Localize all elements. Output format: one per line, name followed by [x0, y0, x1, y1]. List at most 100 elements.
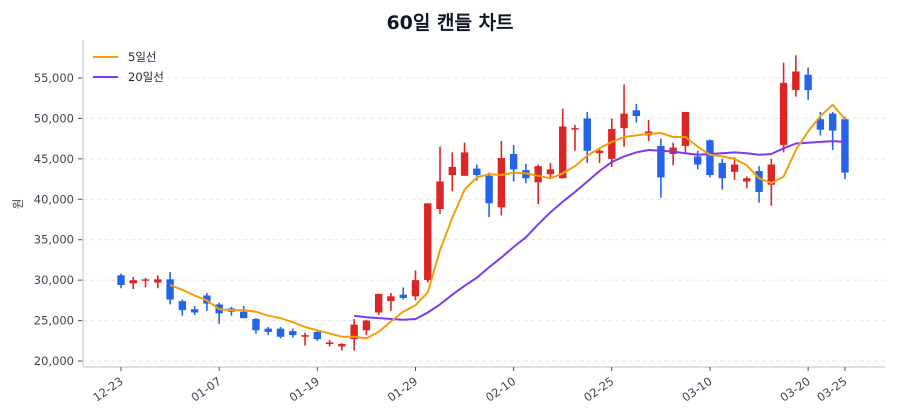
candle-body	[608, 128, 616, 159]
x-tick-label: 02-25	[581, 374, 616, 405]
candle-up	[374, 293, 383, 315]
candle-body	[583, 118, 591, 151]
candle-up	[325, 339, 334, 347]
candle-body	[546, 169, 555, 175]
candle-up	[546, 162, 555, 180]
candle-body	[595, 150, 604, 154]
candles	[117, 55, 849, 351]
candle-up	[129, 276, 137, 290]
candle-up	[792, 55, 800, 97]
candle-up	[448, 152, 456, 192]
candle-body	[792, 71, 800, 91]
candle-body	[436, 181, 444, 209]
candle-body	[706, 140, 714, 176]
candle-body	[804, 74, 812, 91]
candle-down	[227, 306, 236, 316]
candle-body	[767, 164, 776, 185]
candle-body	[841, 119, 849, 173]
candle-up	[669, 142, 677, 166]
candle-up	[387, 293, 395, 311]
moving-averages	[169, 103, 846, 340]
candle-body	[816, 119, 825, 130]
candle-up	[571, 124, 579, 151]
candle-down	[632, 103, 641, 123]
candle-up	[338, 343, 346, 351]
candle-body	[534, 166, 542, 183]
candle-body	[509, 153, 518, 170]
candle-body	[374, 293, 383, 313]
candle-body	[154, 279, 162, 283]
candle-down	[399, 287, 407, 300]
candle-body	[289, 331, 297, 336]
candle-down	[583, 111, 591, 163]
y-tick-label: 25,000	[34, 314, 74, 328]
candle-body	[693, 156, 702, 165]
candle-up	[460, 142, 469, 176]
y-tick-label: 45,000	[34, 152, 74, 166]
candle-down	[657, 138, 665, 198]
y-tick-label: 20,000	[34, 354, 74, 368]
legend-label: 5일선	[128, 50, 156, 64]
candle-body	[743, 178, 751, 182]
x-tick-label: 01-07	[188, 374, 223, 405]
candle-up	[141, 277, 150, 288]
candle-body	[338, 344, 346, 347]
candle-down	[841, 116, 849, 180]
ma5-line	[169, 103, 846, 340]
candle-body	[779, 82, 788, 146]
candle-up	[497, 141, 506, 216]
candle-body	[325, 342, 334, 345]
candle-body	[399, 294, 407, 298]
candle-down	[509, 145, 518, 182]
candle-up	[154, 275, 162, 289]
candle-body	[141, 279, 150, 281]
candle-down	[718, 158, 726, 190]
y-tick-label: 30,000	[34, 273, 74, 287]
candle-up	[301, 332, 309, 346]
candle-body	[473, 168, 481, 176]
candle-body	[190, 309, 199, 313]
candle-body	[252, 318, 260, 331]
candle-body	[264, 328, 272, 332]
y-tick-label: 35,000	[34, 233, 74, 247]
candle-down	[755, 166, 763, 203]
candle-body	[411, 280, 420, 297]
candle-body	[117, 275, 125, 285]
candle-body	[448, 166, 456, 176]
candle-body	[681, 111, 690, 146]
legend-label: 20일선	[128, 70, 164, 84]
x-tick-label: 12-23	[90, 374, 125, 405]
axes: 20,000 25,000 30,000 35,000 40,000 45,000 50,0…	[11, 40, 885, 405]
candle-body	[129, 280, 137, 284]
candle-up	[595, 148, 604, 163]
y-tick-label: 40,000	[34, 192, 74, 206]
candle-down	[117, 273, 125, 289]
candle-up	[362, 319, 371, 336]
x-tick-label: 01-29	[385, 374, 420, 405]
candle-body	[166, 279, 174, 300]
candle-down	[828, 111, 837, 150]
candle-down	[264, 327, 272, 336]
candle-body	[828, 113, 837, 131]
candle-down	[276, 327, 285, 339]
legend: 5일선 20일선	[93, 50, 164, 84]
candle-body	[571, 128, 579, 130]
candle-body	[620, 113, 628, 129]
candle-up	[644, 120, 653, 142]
candle-up	[559, 108, 567, 179]
candle-body	[632, 110, 641, 116]
candle-down	[313, 331, 322, 341]
candle-body	[460, 152, 469, 176]
y-axis-label: 원	[11, 199, 25, 210]
x-tick-label: 03-20	[777, 374, 812, 405]
candle-down	[166, 272, 174, 305]
candle-up	[681, 111, 690, 154]
candle-body	[276, 328, 285, 337]
chart-title: 60일 캔들 차트	[386, 12, 514, 34]
candle-up	[350, 318, 358, 351]
candle-down	[289, 328, 297, 338]
grid-lines	[83, 77, 885, 362]
candle-up	[436, 146, 444, 214]
y-tick-label: 50,000	[34, 111, 74, 125]
candle-down	[252, 318, 260, 334]
